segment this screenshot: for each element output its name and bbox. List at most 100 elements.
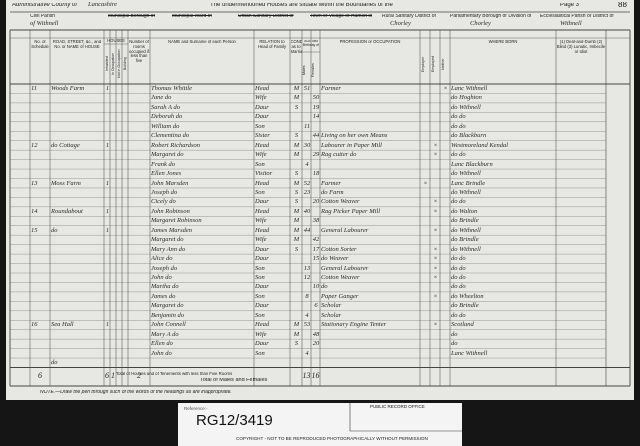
entry-name: John do xyxy=(151,349,172,357)
entry-born: do do xyxy=(451,311,466,319)
county: Lancashire xyxy=(88,1,118,8)
entry-age-m: 11 xyxy=(303,122,311,130)
entry-relation: Sister xyxy=(255,132,270,140)
entry-employed: × xyxy=(433,321,438,329)
column-header: AGE last Birthday of xyxy=(302,40,320,47)
entry-inhabited: 1 xyxy=(105,226,110,234)
entry-born: do Brindle xyxy=(451,302,479,310)
page-number: Page 3 xyxy=(560,3,580,8)
entry-relation: Head xyxy=(255,141,270,149)
entry-relation: Daur xyxy=(255,340,269,348)
entry-schedule: 12 xyxy=(31,141,38,149)
entry-age-m: 4 xyxy=(305,160,309,168)
entry-condition: M xyxy=(293,321,300,329)
entry-born: Scotland xyxy=(451,321,474,329)
entry-relation: Son xyxy=(255,311,265,319)
entry-age-f: 42 xyxy=(312,236,320,244)
entry-relation: Head xyxy=(255,207,270,215)
entry-born: do do xyxy=(451,151,466,159)
entry-condition: M xyxy=(293,207,300,215)
entry-occupation: General Labourer xyxy=(321,264,369,272)
entry-relation: Daur xyxy=(255,302,269,310)
entry-born: do Withnell xyxy=(451,103,481,111)
total-inhabited: 6 xyxy=(105,370,109,380)
entry-occupation: do Farm xyxy=(321,188,344,196)
reference-label: Reference:- xyxy=(184,406,208,411)
entry-name: Margaret do xyxy=(151,302,184,310)
district-label: Ecclesiastical Parish or District of xyxy=(540,14,614,19)
column-header: HOUSES xyxy=(107,39,125,43)
column-header: Employed xyxy=(430,56,435,72)
entry-name: John Robinson xyxy=(151,207,190,215)
entry-relation: Son xyxy=(255,264,265,272)
entry-relation: Son xyxy=(255,274,265,281)
entry-occupation: Stationary Engine Tenter xyxy=(321,321,387,329)
entry-employed: × xyxy=(433,292,438,300)
entry-name: Margaret Robinson xyxy=(151,217,202,225)
entry-age-m: 13 xyxy=(303,264,311,272)
entry-condition: S xyxy=(294,198,299,206)
entry-condition: M xyxy=(293,236,300,244)
entry-age-m: 40 xyxy=(303,207,311,215)
entry-born: do Wheelton xyxy=(451,292,484,300)
entry-relation: Daur xyxy=(255,245,269,253)
entry-address: do xyxy=(51,226,58,234)
entry-age-f: 38 xyxy=(312,217,320,225)
entry-age-m: 30 xyxy=(303,141,311,149)
entry-age-m: 51 xyxy=(303,85,311,92)
entry-name: Benjamin do xyxy=(151,311,185,319)
column-header: No. of Schedule xyxy=(31,40,49,49)
entry-born: do do xyxy=(451,283,466,291)
folio: 88 xyxy=(618,2,627,8)
district-label: Rural Sanitary District of xyxy=(382,14,436,19)
entry-relation: Daur xyxy=(255,198,269,206)
entry-schedule: 11 xyxy=(31,85,38,92)
entry-name: Martha do xyxy=(151,283,179,291)
entry-schedule: 14 xyxy=(31,207,38,215)
entry-name: John Marsden xyxy=(151,179,189,187)
entry-employed: × xyxy=(433,207,438,215)
entry-age-f: 50 xyxy=(312,94,320,102)
entry-name: Mary A do xyxy=(151,330,179,338)
entry-born: do Withnell xyxy=(451,245,481,253)
entry-condition: M xyxy=(293,85,300,92)
entry-condition: M xyxy=(293,179,300,187)
reference: RG12/3419 xyxy=(196,412,273,429)
entry-age-f: 15 xyxy=(312,255,320,263)
totals-label: Total of Houses and of Tenements with le… xyxy=(116,372,233,376)
entry-born: do do xyxy=(451,198,466,206)
entry-inhabited: 1 xyxy=(105,85,110,92)
column-header: Not in Occupation xyxy=(116,49,121,79)
entry-inhabited: 1 xyxy=(105,141,110,149)
entry-born: do xyxy=(451,340,458,348)
entry-born: do do xyxy=(451,122,466,130)
entry-born: do do xyxy=(451,113,466,121)
entry-name: Frank do xyxy=(151,160,176,168)
entry-born: do xyxy=(451,330,458,338)
entry-born: Westmoreland Kendal xyxy=(451,141,509,149)
note: NOTE.—Draw the pen through such of the w… xyxy=(40,390,232,395)
entry-name: Robert Richardson xyxy=(151,141,201,149)
entry-condition: S xyxy=(294,103,299,111)
total-schedule: 6 xyxy=(38,370,42,380)
entry-relation: Head xyxy=(255,179,270,187)
entry-born: do Brindle xyxy=(451,217,479,225)
entry-employed: × xyxy=(433,151,438,159)
entry-name: Joseph do xyxy=(151,188,178,196)
column-header: Building xyxy=(122,57,127,71)
entry-name: William do xyxy=(151,122,180,130)
entry-inhabited: 1 xyxy=(105,321,110,329)
entry-age-m: 23 xyxy=(303,188,311,196)
column-header: PROFESSION or OCCUPATION xyxy=(339,40,401,44)
entry-relation: Wife xyxy=(255,330,267,338)
entry-occupation: do xyxy=(321,283,328,291)
entry-name: Alice do xyxy=(151,255,173,263)
entry-relation: Wife xyxy=(255,217,267,225)
column-header: (1) Deaf-and-Dumb (2) Blind (3) Lunatic,… xyxy=(556,40,606,54)
entry-age-f: 44 xyxy=(312,132,320,140)
district-label: Civil Parish xyxy=(30,14,56,19)
total-females: 16 xyxy=(311,370,320,380)
district-value: Withnell xyxy=(560,20,582,27)
entry-born: do Brindle xyxy=(451,236,479,244)
entry-age-m: 44 xyxy=(303,226,311,234)
